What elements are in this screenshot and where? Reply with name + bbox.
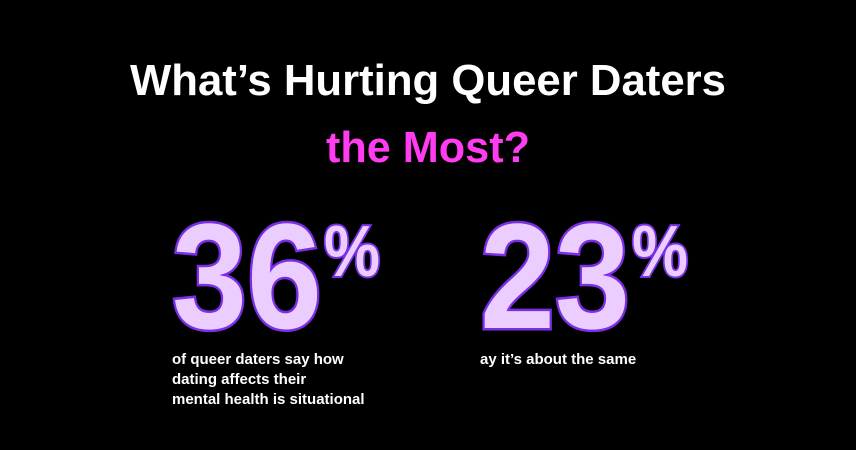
stat-number: 36 bbox=[172, 192, 322, 360]
stat-caption: of queer daters say how bbox=[172, 351, 344, 368]
stat-unit: % bbox=[632, 212, 688, 292]
stat-caption: dating affects their bbox=[172, 371, 306, 388]
title: What’s Hurting Queer Daters bbox=[130, 56, 726, 105]
title-highlight: the Most? bbox=[326, 123, 530, 172]
stat-caption: ay it’s about the same bbox=[480, 351, 636, 368]
stat-unit: % bbox=[324, 212, 380, 292]
stat-caption: mental health is situational bbox=[172, 391, 365, 408]
stat-number: 23 bbox=[480, 192, 630, 360]
